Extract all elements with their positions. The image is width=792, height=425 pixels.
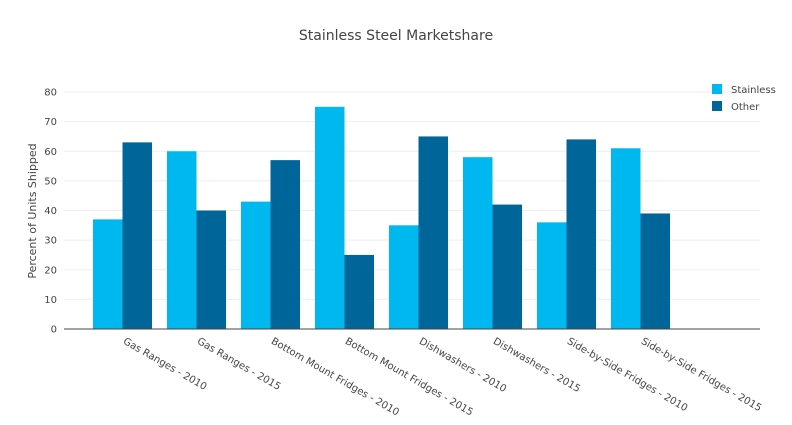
y-tick-label: 80 xyxy=(44,88,57,99)
legend-label-stainless: Stainless xyxy=(731,85,776,96)
bar-stainless-1[interactable] xyxy=(167,151,197,329)
bar-other-2[interactable] xyxy=(270,160,301,329)
y-tick-label: 30 xyxy=(44,236,57,247)
bar-other-4[interactable] xyxy=(418,136,449,329)
bar-stainless-3[interactable] xyxy=(315,106,345,329)
bar-other-6[interactable] xyxy=(566,139,597,329)
bar-stainless-7[interactable] xyxy=(611,148,641,329)
chart-title: Stainless Steel Marketshare xyxy=(299,28,493,44)
bar-other-7[interactable] xyxy=(640,213,671,329)
y-tick-label: 20 xyxy=(44,265,57,276)
x-tick-label: Bottom Mount Fridges - 2010 xyxy=(269,336,401,418)
y-tick-label: 70 xyxy=(44,117,57,128)
legend: Stainless Other xyxy=(712,84,776,113)
bars xyxy=(93,106,671,330)
bar-other-1[interactable] xyxy=(196,210,227,330)
y-tick-label: 60 xyxy=(44,147,57,158)
bar-stainless-2[interactable] xyxy=(241,201,271,329)
x-tick-label: Side-by-Side Fridges - 2015 xyxy=(639,336,763,414)
bar-other-3[interactable] xyxy=(344,254,375,329)
bar-stainless-5[interactable] xyxy=(463,157,493,329)
bar-stainless-0[interactable] xyxy=(93,219,123,329)
y-tick-labels: 0 10 20 30 40 50 60 70 80 xyxy=(44,88,57,336)
y-tick-label: 40 xyxy=(44,206,57,217)
x-tick-label: Bottom Mount Fridges - 2015 xyxy=(343,336,475,418)
y-axis-label: Percent of Units Shipped xyxy=(26,143,39,278)
legend-label-other: Other xyxy=(731,102,760,113)
x-tick-label: Side-by-Side Fridges - 2010 xyxy=(565,336,689,414)
y-tick-label: 50 xyxy=(44,176,57,187)
legend-swatch-stainless xyxy=(712,84,722,94)
bar-other-0[interactable] xyxy=(122,142,153,329)
y-tick-label: 10 xyxy=(44,295,57,306)
legend-swatch-other xyxy=(712,101,722,111)
bar-stainless-4[interactable] xyxy=(389,225,419,329)
bar-stainless-6[interactable] xyxy=(537,222,567,329)
bar-other-5[interactable] xyxy=(492,204,523,329)
y-tick-label: 0 xyxy=(51,325,57,336)
